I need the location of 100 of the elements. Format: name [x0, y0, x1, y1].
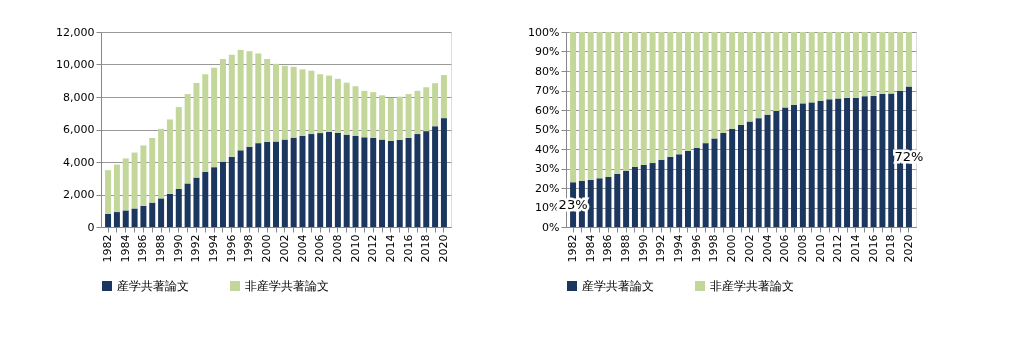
- bar: [870, 95, 877, 227]
- bar: [105, 214, 112, 227]
- x-tick-label: 1982: [566, 234, 580, 263]
- bar: [105, 170, 112, 214]
- bar: [596, 32, 603, 179]
- bar: [290, 137, 297, 227]
- bar: [623, 170, 630, 227]
- bar: [361, 137, 368, 227]
- bar: [379, 95, 386, 140]
- y-tick-label: 100%: [528, 25, 560, 39]
- bar: [343, 134, 350, 227]
- x-tick-label: 1992: [654, 234, 668, 263]
- x-tick-label: 1988: [619, 234, 633, 263]
- bar: [720, 32, 727, 134]
- bar: [379, 139, 386, 227]
- bar: [702, 143, 709, 227]
- bar: [184, 94, 191, 184]
- bar: [729, 32, 736, 129]
- bar: [587, 32, 594, 180]
- y-tick-label: 40%: [535, 142, 560, 156]
- bar: [711, 32, 718, 139]
- bar: [570, 32, 577, 183]
- legend-label: 産学共著論文: [582, 279, 654, 293]
- bar: [640, 32, 647, 165]
- bar: [861, 96, 868, 227]
- x-tick-label: 2006: [313, 234, 327, 263]
- bar: [334, 78, 341, 133]
- bar: [308, 134, 315, 227]
- bar: [264, 141, 271, 227]
- bar: [122, 210, 129, 227]
- bar: [440, 118, 447, 227]
- bar: [361, 90, 368, 138]
- bar: [370, 92, 377, 138]
- bar: [852, 97, 859, 227]
- bar: [888, 93, 895, 227]
- bar: [290, 66, 297, 138]
- y-tick-label: 10,000: [56, 58, 95, 71]
- bar: [255, 53, 262, 144]
- bar: [211, 67, 218, 168]
- legend-label: 産学共著論文: [117, 279, 189, 293]
- bar: [246, 146, 253, 227]
- bar: [264, 58, 271, 142]
- bar: [432, 126, 439, 227]
- bar: [773, 32, 780, 111]
- bar: [149, 137, 156, 203]
- bar: [631, 32, 638, 167]
- bar: [299, 69, 306, 136]
- bar: [631, 166, 638, 227]
- bar: [623, 32, 630, 171]
- bar: [808, 102, 815, 227]
- y-tick-label: 8,000: [63, 90, 95, 104]
- x-tick-label: 1986: [136, 234, 150, 263]
- bar: [414, 134, 421, 227]
- x-tick-label: 2000: [260, 234, 274, 263]
- bar: [131, 208, 138, 227]
- bar: [352, 86, 359, 136]
- bar: [870, 32, 877, 96]
- x-tick-label: 1998: [707, 234, 721, 263]
- bar: [844, 97, 851, 227]
- bar: [720, 133, 727, 227]
- x-tick-label: 2000: [725, 234, 739, 263]
- y-tick-label: 0: [87, 220, 95, 234]
- x-tick-label: 2008: [795, 234, 809, 263]
- x-tick-label: 2004: [760, 234, 774, 263]
- y-tick-label: 50%: [535, 123, 560, 136]
- bar: [149, 202, 156, 227]
- x-tick-label: 1994: [672, 234, 686, 263]
- bar: [175, 107, 182, 189]
- bar: [614, 173, 621, 227]
- bar: [658, 159, 665, 227]
- bar: [861, 32, 868, 97]
- bar: [879, 32, 886, 95]
- bar: [791, 104, 798, 227]
- bar: [193, 83, 200, 178]
- bar: [255, 143, 262, 227]
- x-tick-label: 2014: [848, 234, 862, 263]
- bar: [693, 148, 700, 227]
- bar: [755, 118, 762, 227]
- x-tick-label: 1998: [242, 234, 256, 263]
- bar: [140, 205, 147, 227]
- x-tick-label: 1996: [224, 234, 238, 263]
- x-tick-label: 1990: [636, 234, 650, 263]
- bar: [158, 198, 165, 227]
- bar: [738, 125, 744, 227]
- x-tick-label: 2020: [901, 234, 915, 263]
- bar: [667, 32, 674, 157]
- x-tick-label: 2006: [778, 234, 792, 263]
- bar: [387, 140, 394, 227]
- x-tick-label: 1986: [601, 234, 615, 263]
- bar: [228, 54, 235, 157]
- bar: [844, 32, 851, 98]
- bar: [343, 82, 350, 135]
- y-tick-label: 0%: [542, 220, 560, 234]
- x-tick-label: 1996: [689, 234, 703, 263]
- bar: [202, 171, 209, 227]
- legend-label: 非産学共著論文: [245, 279, 329, 293]
- x-tick-label: 1984: [118, 234, 132, 263]
- x-tick-label: 2018: [884, 234, 898, 263]
- bar: [676, 32, 683, 155]
- bar: [370, 137, 377, 227]
